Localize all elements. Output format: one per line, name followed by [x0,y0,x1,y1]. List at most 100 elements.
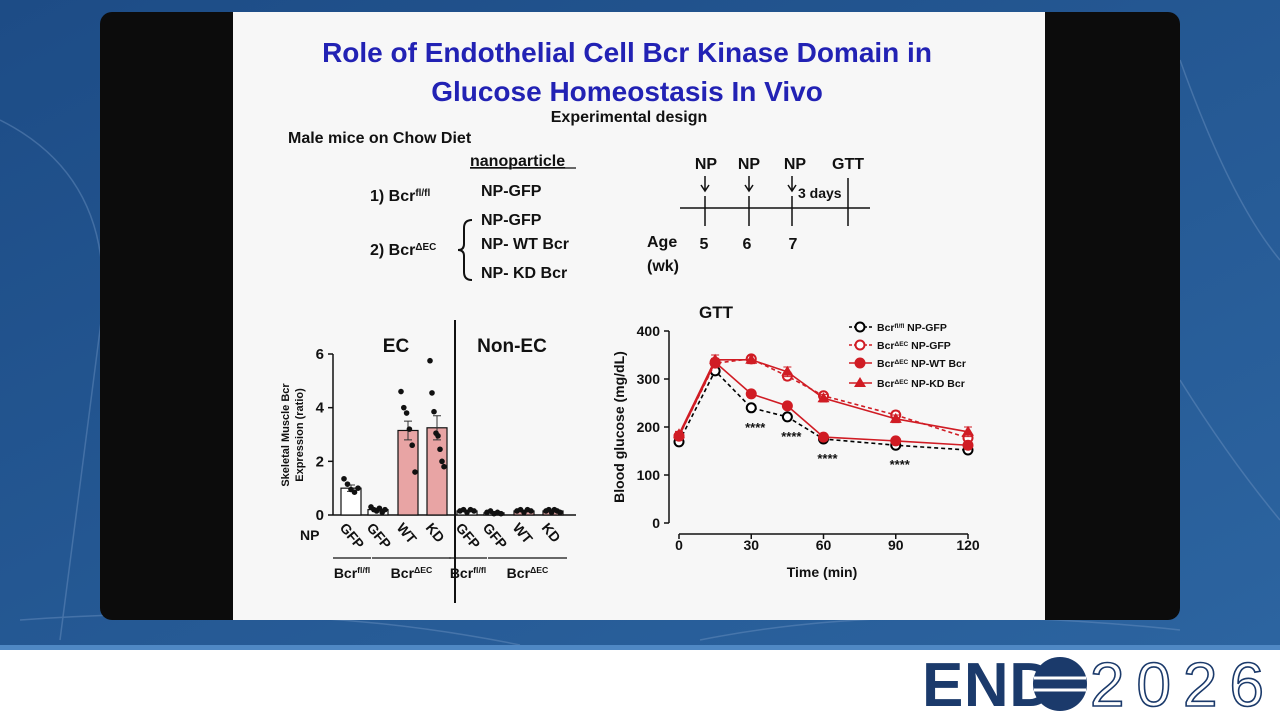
marker [818,431,829,443]
data-point [406,426,413,432]
data-point [435,433,441,439]
legend-label-part: Bcr [877,322,895,334]
legend-label: Bcrfl/fl NP-GFP [877,322,947,334]
x-tick-label: 30 [743,537,759,553]
legend-label-part: Bcr [877,340,895,352]
panel-label: Non-EC [477,336,547,357]
x-prefix: NP [300,527,319,543]
brace [457,219,473,281]
y-tick-label: 100 [637,467,661,483]
group-label: BcrΔEC [507,565,549,581]
marker [854,377,866,387]
footer [0,650,1280,720]
group-label: BcrΔEC [391,565,433,581]
marker [745,388,757,400]
timeline-interval: 3 days [798,185,842,201]
y-tick-label: 4 [316,400,325,417]
y-tick-label: 6 [316,346,324,363]
y-tick-label: 300 [637,371,661,387]
group-label: Bcrfl/fl [334,565,370,581]
group-label-part: fl/fl [415,188,430,199]
y-axis-title: Expression (ratio) [294,388,306,482]
age-label: (wk) [647,258,679,275]
treatment: NP- WT Bcr [481,236,569,253]
data-point [412,469,418,475]
legend-label: BcrΔEC NP-GFP [877,340,951,352]
group-label-part: ΔEC [414,565,433,575]
group-label-part: 2) Bcr [370,242,415,259]
group-label: Bcrfl/fl [450,565,486,581]
annotation: **** [781,429,802,444]
data-point [344,481,351,487]
marker [889,412,902,423]
x-tick-label: 120 [956,537,980,553]
data-point [351,489,358,495]
slide-subtitle: Experimental design [551,109,708,126]
annotation: **** [890,457,911,472]
y-tick-label: 200 [637,419,661,435]
age: 6 [743,236,752,253]
timeline-arrows [700,176,797,193]
y-axis-title: Blood glucose (mg/dL) [611,351,627,503]
group-label-part: Bcr [334,565,358,581]
cohort: Male mice on Chow Diet [288,130,472,147]
group-label-part: fl/fl [473,565,486,575]
data-point [439,458,445,465]
legend-label-part: NP-WT Bcr [908,358,966,370]
legend-label-part: Bcr [877,378,895,390]
slide-title: Glucose Homeostasis In Vivo [431,76,823,107]
data-point [403,410,410,416]
legend-label-part: fl/fl [895,323,905,330]
marker [673,428,685,439]
group-label-part: ΔEC [530,565,549,575]
legend-label-part: NP-GFP [904,322,947,334]
y-axis-title: Skeletal Muscle Bcr [280,383,292,487]
timeline-event: NP [784,156,807,173]
slide-title: Role of Endothelial Cell Bcr Kinase Doma… [322,37,932,68]
group-label-part: fl/fl [357,565,370,575]
marker [854,339,866,351]
marker [781,365,794,376]
data-point [382,506,388,513]
legend-label: BcrΔEC NP-WT Bcr [877,358,966,370]
group-label-part: 1) Bcr [370,188,415,205]
age: 7 [789,236,798,253]
timeline-event: NP [738,156,761,173]
marker [781,411,793,423]
data-point [557,509,563,516]
data-point [401,404,407,411]
marker [781,400,793,412]
legend-label-part: NP-GFP [908,340,951,352]
marker [962,425,974,436]
x-tick-label: 60 [816,537,832,553]
y-tick-label: 400 [637,323,661,339]
data-point [398,388,404,395]
group-label-part: Bcr [507,565,531,581]
legend-label-part: ΔEC [895,359,909,366]
x-tick-label: 0 [675,537,683,553]
marker [854,321,866,333]
data-point [429,390,435,396]
marker [745,402,757,414]
logo-globe [1033,657,1087,711]
y-tick-label: 0 [316,507,324,524]
timeline-event: NP [695,156,718,173]
footer-stripe [0,645,1280,650]
annotation: **** [745,420,766,435]
treatment: NP-GFP [481,212,542,229]
legend-label: BcrΔEC NP-KD Bcr [877,378,965,390]
timeline-event: GTT [832,156,864,173]
timeline-ticks [704,178,849,226]
data-point [441,463,447,470]
group-label-part: Bcr [391,565,415,581]
data-point [498,510,504,517]
marker [962,439,974,451]
data-point [341,475,347,482]
x-axis-title: Time (min) [787,564,858,580]
data-point [409,442,416,449]
age: 5 [700,236,709,253]
marker [709,353,722,364]
timeline [680,176,870,226]
treatment: NP- KD Bcr [481,265,567,282]
data-point [427,357,433,364]
